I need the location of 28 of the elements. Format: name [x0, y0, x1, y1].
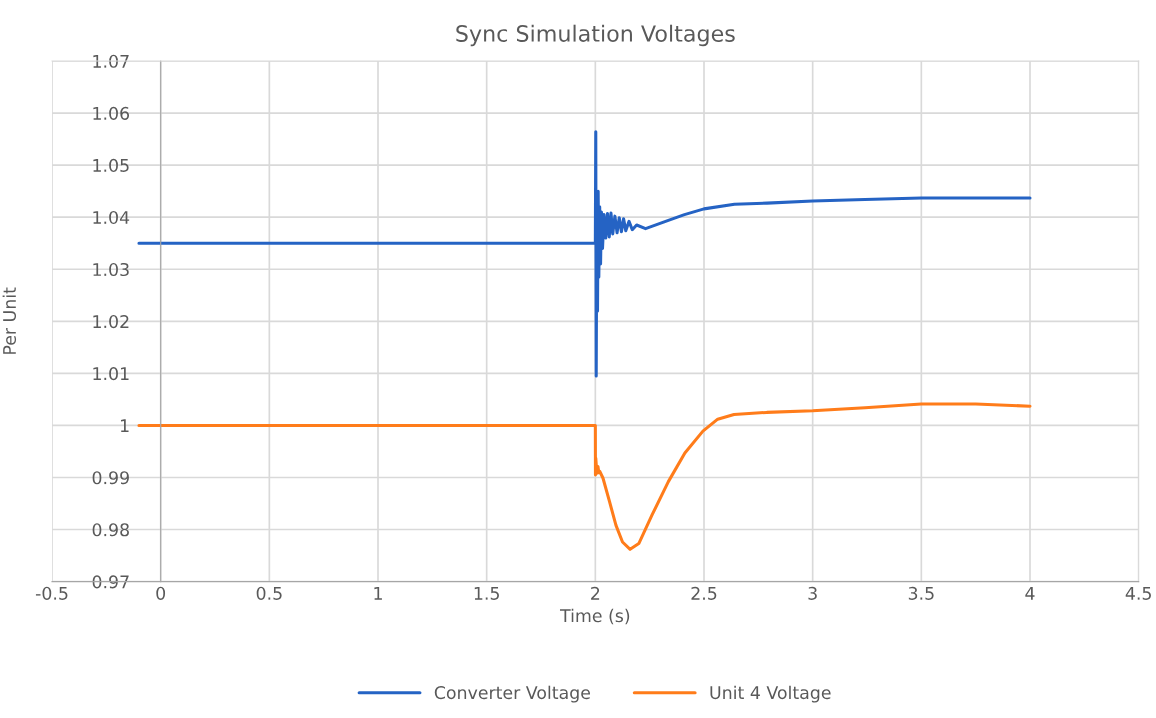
- x-tick-label: 1.5: [474, 586, 499, 600]
- legend-label: Converter Voltage: [434, 685, 590, 703]
- x-tick-label: 0.5: [256, 586, 282, 600]
- line-series: [137, 402, 1032, 551]
- chart-title: Sync Simulation Voltages: [456, 24, 735, 47]
- y-tick-label: 1.02: [93, 315, 129, 329]
- x-tick-label: 1: [374, 586, 382, 600]
- x-tick-label: 2: [591, 586, 600, 600]
- line-series: [137, 130, 1032, 378]
- y-tick-label: 1.01: [93, 367, 129, 381]
- x-tick-label: 4.5: [1125, 586, 1151, 600]
- x-tick-label: 3.5: [908, 586, 934, 600]
- x-tick-label: -0.5: [35, 586, 68, 600]
- x-axis-title: Time (s): [560, 608, 630, 625]
- x-tick-label: 0: [156, 586, 166, 600]
- y-tick-label: 0.99: [92, 471, 129, 485]
- y-tick-label: 0.98: [92, 523, 129, 537]
- x-tick-label: 2.5: [691, 586, 717, 600]
- legend-label: Unit 4 Voltage: [710, 685, 831, 703]
- y-tick-label: 1: [120, 419, 129, 433]
- x-tick-label: 3: [808, 586, 817, 600]
- y-tick-label: 1.07: [93, 54, 129, 68]
- y-tick-label: 1.03: [93, 262, 129, 277]
- y-tick-label: 1.04: [93, 210, 130, 225]
- y-tick-label: 1.05: [93, 158, 129, 172]
- y-axis-title: Per Unit: [2, 287, 17, 354]
- y-tick-label: 1.06: [93, 106, 130, 120]
- x-tick-label: 4: [1025, 586, 1035, 600]
